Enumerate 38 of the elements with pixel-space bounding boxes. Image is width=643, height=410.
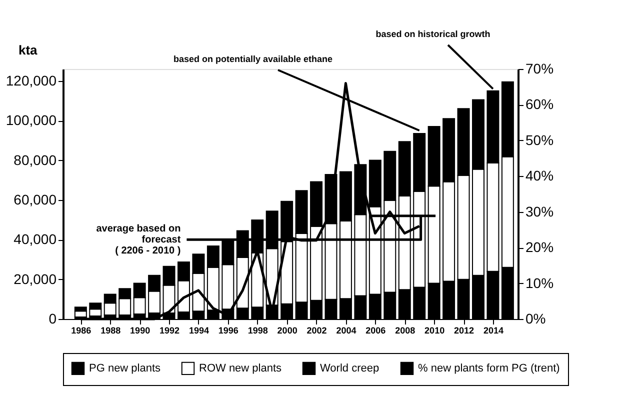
x-tick-label: 1992 <box>160 326 180 336</box>
y2-tick-label: 0% <box>526 310 546 326</box>
x-tick-label: 1998 <box>248 326 268 336</box>
annotation: based on historical growth <box>376 29 490 39</box>
y2-tick-label: 40% <box>526 168 554 184</box>
legend-label: % new plants form PG (trent) <box>418 362 560 374</box>
y-tick-label: 20,000 <box>14 270 57 287</box>
y-tick-label: 100,000 <box>6 112 57 128</box>
x-tick-label: 2014 <box>483 326 504 336</box>
y-tick-label: 60,000 <box>14 191 57 208</box>
x-tick-label: 1990 <box>130 326 150 336</box>
x-tick-label: 1994 <box>188 326 209 336</box>
y2-tick-label: 10% <box>526 274 554 291</box>
y2-tick-label: 30% <box>526 203 554 220</box>
x-tick-label: 2008 <box>395 326 416 336</box>
legend-label: World creep <box>320 362 380 374</box>
y2-tick-label: 60% <box>526 96 554 112</box>
annotation: based on potentially available ethane <box>173 54 333 64</box>
y-tick-label: 0 <box>48 310 57 326</box>
y-tick-label: 80,000 <box>14 152 57 168</box>
x-tick-label: 1986 <box>71 326 92 336</box>
y2-tick-label: 50% <box>526 132 554 148</box>
annotation: average based on forecast ( 2206 - 2010 ) <box>96 224 182 257</box>
x-tick-label: 2006 <box>366 326 386 336</box>
y-tick-label: 40,000 <box>14 231 57 248</box>
x-tick-label: 2004 <box>336 326 356 336</box>
legend-label: ROW new plants <box>199 362 282 374</box>
x-tick-label: 1996 <box>218 326 238 336</box>
y2-tick-label: 70% <box>526 60 554 76</box>
x-tick-label: 2010 <box>424 326 445 336</box>
y-tick-label: 120,000 <box>6 72 57 88</box>
x-tick-label: 2012 <box>454 326 474 336</box>
x-tick-label: 2002 <box>306 326 327 336</box>
y-axis-title: kta <box>18 42 38 58</box>
legend-label: PG new plants <box>89 362 162 374</box>
x-tick-label: 1988 <box>100 326 121 336</box>
y2-tick-label: 20% <box>526 239 554 256</box>
x-tick-label: 2000 <box>277 326 298 336</box>
